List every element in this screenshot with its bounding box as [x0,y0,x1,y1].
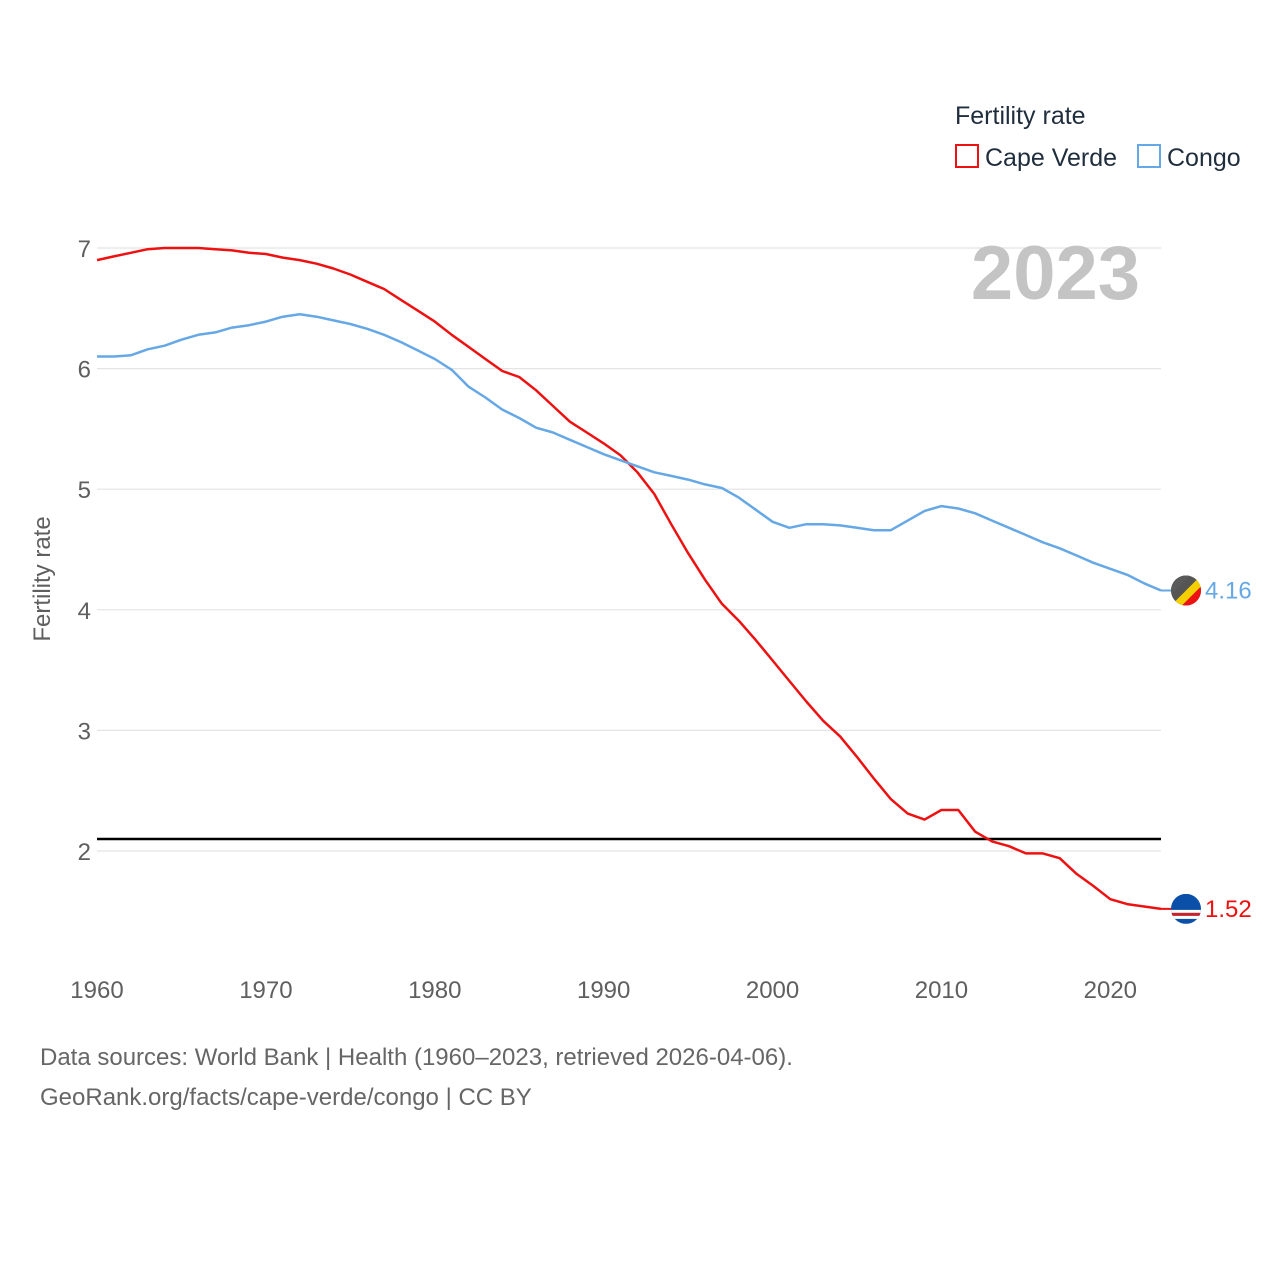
y-tick-label-2: 2 [78,839,91,866]
legend-item-congo[interactable]: Congo [1137,144,1241,172]
congo-flag-icon [1171,575,1201,606]
x-tick-label-2020: 2020 [1084,977,1137,1004]
legend-item-cape-verde[interactable]: Cape Verde [955,144,1117,172]
data-source-note: Data sources: World Bank | Health (1960–… [40,1044,793,1071]
legend-label-cape-verde: Cape Verde [985,144,1117,172]
x-tick-label-1970: 1970 [239,977,292,1004]
legend-swatch-cape-verde [955,144,979,168]
y-tick-label-7: 7 [78,236,91,263]
x-axis-ticks: 1960 1970 1980 1990 2000 2010 2020 [70,977,1137,1004]
y-tick-label-4: 4 [78,598,91,625]
x-tick-label-1980: 1980 [408,977,461,1004]
x-tick-label-1960: 1960 [70,977,123,1004]
end-label-cape-verde: 1.52 [1205,896,1252,923]
gridlines [97,247,1161,852]
y-axis-ticks: 2 3 4 5 6 7 [78,236,91,866]
y-tick-label-3: 3 [78,718,91,745]
x-tick-label-2000: 2000 [746,977,799,1004]
x-tick-label-2010: 2010 [915,977,968,1004]
end-label-congo: 4.16 [1205,578,1252,605]
y-tick-label-5: 5 [78,477,91,504]
year-label: 2023 [971,231,1140,316]
legend-title: Fertility rate [955,102,1086,130]
credit-link[interactable]: GeoRank.org/facts/cape-verde/congo | CC … [40,1084,532,1111]
series-line-congo [97,313,1162,592]
y-tick-label-6: 6 [78,357,91,384]
y-axis-title: Fertility rate [29,516,56,641]
cape-verde-flag-icon [1171,893,1201,924]
x-tick-label-1990: 1990 [577,977,630,1004]
series-line-cape-verde [96,246,1162,911]
legend-swatch-congo [1137,144,1161,168]
series-lines [96,246,1186,911]
end-marker-cape-verde[interactable]: 1.52 [1171,893,1252,924]
legend-label-congo: Congo [1167,144,1241,172]
end-marker-congo[interactable]: 4.16 [1171,575,1252,606]
